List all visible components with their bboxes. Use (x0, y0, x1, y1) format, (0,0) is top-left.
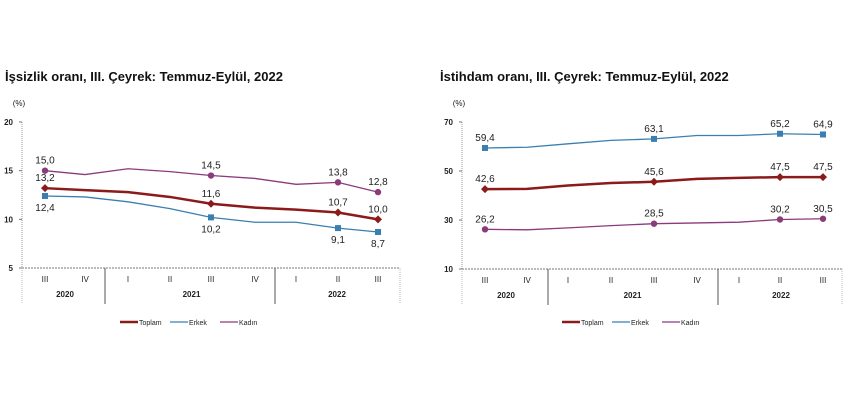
x-tick-label: II (609, 276, 613, 285)
data-point (776, 216, 784, 223)
data-point (374, 215, 382, 224)
data-label: 13,2 (35, 173, 55, 184)
x-tick-label: I (567, 276, 569, 285)
legend-label: Toplam (139, 320, 162, 327)
data-point (375, 228, 381, 235)
data-label: 45,6 (644, 167, 664, 178)
data-label: 47,5 (770, 162, 790, 173)
data-label: 9,1 (331, 235, 345, 246)
x-tick-label: III (208, 275, 215, 284)
x-tick-label: II (168, 275, 172, 284)
x-tick-label: III (42, 275, 49, 284)
data-point (334, 208, 342, 217)
year-group-label: 2022 (772, 291, 790, 300)
year-group-label: 2020 (497, 291, 515, 300)
x-tick-label: IV (693, 276, 701, 285)
x-tick-label: I (738, 276, 740, 285)
data-point (481, 226, 489, 233)
data-label: 28,5 (644, 209, 664, 220)
data-point (820, 131, 826, 138)
y-tick-label: 5 (9, 264, 14, 273)
year-group-label: 2020 (56, 290, 74, 299)
data-point (651, 135, 657, 142)
data-label: 59,4 (475, 133, 495, 144)
y-tick-label: 70 (444, 118, 453, 127)
x-tick-label: IV (251, 275, 259, 284)
data-point (481, 185, 489, 194)
data-point (777, 130, 783, 137)
data-label: 11,6 (202, 189, 221, 200)
year-group-label: 2021 (183, 290, 201, 299)
legend-label: Kadın (681, 320, 699, 327)
year-group-label: 2022 (328, 290, 346, 299)
legend-label: Erkek (631, 320, 649, 327)
x-tick-label: I (295, 275, 297, 284)
data-point (207, 172, 215, 179)
data-label: 30,5 (813, 204, 833, 215)
y-tick-label: 50 (444, 167, 453, 176)
legend-label: Kadın (239, 320, 257, 327)
data-point (650, 177, 658, 186)
data-point (208, 214, 214, 221)
y-axis-unit-label: (%) (453, 99, 466, 108)
y-tick-label: 10 (444, 265, 453, 274)
employment-chart-title: İstihdam oranı, III. Çeyrek: Temmuz-Eylü… (440, 69, 729, 84)
x-tick-label: I (127, 275, 129, 284)
data-label: 65,2 (770, 119, 790, 130)
data-point (41, 167, 49, 174)
legend-label: Toplam (581, 320, 604, 327)
data-point (776, 173, 784, 182)
y-tick-label: 30 (444, 216, 453, 225)
data-label: 15,0 (35, 156, 55, 167)
legend-label: Erkek (189, 320, 207, 327)
data-label: 63,1 (644, 124, 664, 135)
x-tick-label: II (336, 275, 340, 284)
y-tick-label: 15 (4, 167, 13, 176)
y-axis-unit-label: (%) (13, 99, 26, 108)
data-label: 42,6 (475, 174, 495, 185)
x-tick-label: IV (81, 275, 89, 284)
data-point (819, 173, 827, 182)
data-point (335, 225, 341, 232)
data-label: 10,2 (201, 224, 221, 235)
year-group-label: 2021 (624, 291, 642, 300)
chart-0 (19, 121, 401, 324)
data-label: 30,2 (770, 205, 790, 216)
data-label: 10,7 (328, 198, 348, 209)
x-tick-label: III (482, 276, 489, 285)
data-label: 64,9 (813, 119, 833, 130)
y-tick-label: 10 (4, 215, 13, 224)
x-tick-label: III (651, 276, 658, 285)
y-tick-label: 20 (4, 118, 13, 127)
data-point (819, 215, 827, 222)
data-label: 14,5 (201, 161, 221, 172)
data-point (207, 199, 215, 208)
data-point (41, 184, 49, 193)
chart-1 (459, 121, 843, 324)
data-point (334, 179, 342, 186)
data-label: 10,0 (368, 204, 388, 215)
data-label: 8,7 (371, 239, 385, 250)
data-point (650, 220, 658, 227)
x-tick-label: IV (523, 276, 531, 285)
x-tick-label: II (778, 276, 782, 285)
data-label: 47,5 (813, 162, 833, 173)
unemployment-chart-title: İşsizlik oranı, III. Çeyrek: Temmuz-Eylü… (5, 69, 283, 84)
data-label: 13,8 (328, 167, 348, 178)
data-point (42, 192, 48, 199)
data-label: 12,8 (368, 177, 388, 188)
data-point (482, 144, 488, 151)
x-tick-label: III (375, 275, 382, 284)
data-point (374, 188, 382, 196)
data-label: 12,4 (35, 203, 55, 214)
data-label: 26,2 (475, 214, 495, 225)
x-tick-label: III (820, 276, 827, 285)
